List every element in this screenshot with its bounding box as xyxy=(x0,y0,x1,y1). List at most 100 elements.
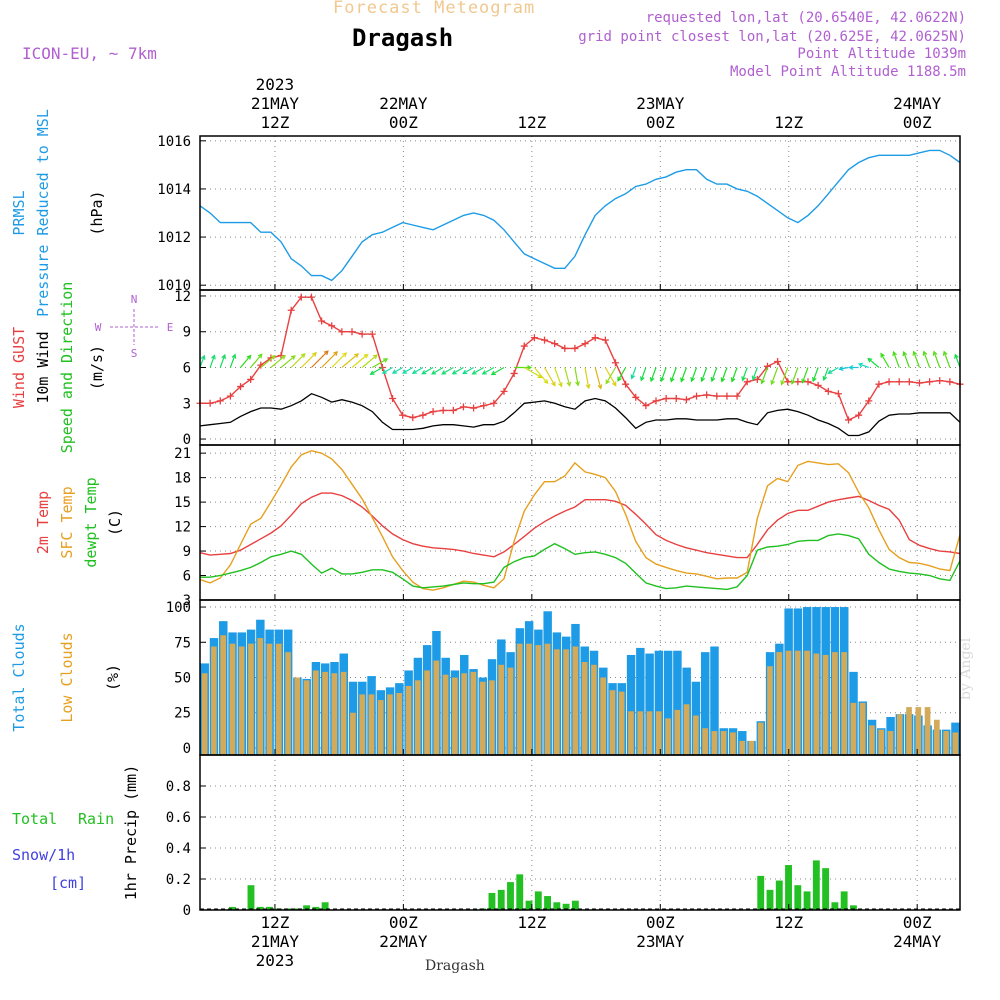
low-cloud-bar xyxy=(933,719,940,755)
low-cloud-bar xyxy=(739,740,746,755)
x-axis-bottom-label: 2023 xyxy=(256,951,295,970)
precip-bar xyxy=(266,906,273,910)
low-cloud-bar xyxy=(248,643,254,755)
gust-marker xyxy=(611,359,619,367)
wind-arrow xyxy=(300,351,317,368)
y-axis-label: (m/s) xyxy=(88,345,106,390)
compass-s: S xyxy=(131,347,138,360)
low-cloud-bar xyxy=(507,667,514,755)
low-cloud-bar xyxy=(915,707,922,755)
total-cloud-bar xyxy=(673,650,682,755)
wind-arrow xyxy=(564,367,572,387)
low-cloud-bar xyxy=(646,711,653,755)
total-cloud-bar xyxy=(654,650,664,755)
precip-bar xyxy=(766,889,774,910)
low-cloud-bar xyxy=(711,731,718,755)
gust-marker xyxy=(601,336,609,344)
low-cloud-bar xyxy=(516,643,523,755)
gust-marker xyxy=(682,396,690,404)
y-axis-label: (C) xyxy=(106,509,124,536)
low-cloud-bar xyxy=(878,729,885,755)
low-cloud-bar xyxy=(322,671,328,755)
wind-arrow xyxy=(954,353,961,368)
wind-arrow xyxy=(670,367,677,383)
y-axis-label: (%) xyxy=(104,664,122,691)
model-altitude: Model Point Altitude 1188.5m xyxy=(729,64,966,80)
low-cloud-bar xyxy=(804,650,810,755)
low-cloud-bar xyxy=(535,645,542,755)
wind-arrow xyxy=(260,354,276,368)
wind-arrow xyxy=(790,367,799,385)
precip-bar xyxy=(757,875,765,910)
low-cloud-bar xyxy=(313,670,319,755)
precip-bar xyxy=(775,880,783,910)
precip-bar xyxy=(803,891,811,910)
gust-marker xyxy=(338,328,346,336)
gust-marker xyxy=(895,378,903,386)
low-cloud-bar xyxy=(906,707,912,755)
low-cloud-bar xyxy=(563,649,569,755)
gust-marker xyxy=(824,387,832,395)
x-axis-bottom-label: 22MAY xyxy=(379,932,428,951)
precip-bar xyxy=(785,865,792,910)
gust-marker xyxy=(926,378,934,386)
gust-marker xyxy=(368,330,376,338)
footer-location: Dragash xyxy=(425,958,485,974)
y-tick-label: 1010 xyxy=(157,278,191,294)
wind-arrow xyxy=(411,366,424,374)
wind-arrow xyxy=(270,354,286,368)
low-cloud-bar xyxy=(841,652,847,755)
wind-arrow xyxy=(219,353,226,368)
y-tick-label: 0.6 xyxy=(166,810,191,826)
precip-bar xyxy=(812,860,820,910)
wind-arrow xyxy=(605,367,616,385)
low-cloud-bar xyxy=(683,704,690,755)
x-axis-bottom-label: 00Z xyxy=(646,913,675,932)
wind-arrow xyxy=(250,353,263,368)
low-cloud-bar xyxy=(294,677,301,755)
gust-marker xyxy=(206,399,214,407)
y-tick-label: 18 xyxy=(174,471,191,487)
y-axis-label: Pressure Reduced to MSL xyxy=(34,109,52,317)
wind-arrow xyxy=(649,367,657,383)
y-tick-label: 9 xyxy=(183,325,191,341)
gust-marker xyxy=(459,403,467,411)
wind-arrow xyxy=(942,350,951,368)
y-axis-label: Total Clouds xyxy=(10,623,28,731)
wind-arrow xyxy=(431,366,444,375)
legend-rain: Rain xyxy=(78,810,114,828)
gust-marker xyxy=(774,358,782,366)
wind-arrow xyxy=(554,367,563,388)
x-axis-top-label: 2023 xyxy=(256,75,295,94)
low-cloud-bar xyxy=(859,702,866,755)
y-tick-label: 50 xyxy=(174,671,191,687)
low-cloud-bar xyxy=(600,677,607,755)
low-cloud-bar xyxy=(526,643,532,755)
total-cloud-bar xyxy=(710,646,719,755)
low-cloud-bar xyxy=(498,664,505,755)
gust-line xyxy=(200,296,961,421)
total-cloud-bar xyxy=(626,654,636,755)
gust-marker xyxy=(267,354,275,362)
y-tick-label: 75 xyxy=(174,635,191,651)
gust-marker xyxy=(490,399,498,407)
x-axis-bottom-label: 24MAY xyxy=(893,932,942,951)
wind-arrow xyxy=(857,362,870,369)
gust-marker xyxy=(328,322,336,330)
y-tick-label: 15 xyxy=(174,495,191,511)
x-axis-bottom-label: 23MAY xyxy=(636,932,685,951)
y-axis-label: 2m Temp xyxy=(34,491,52,554)
low-cloud-bar xyxy=(591,664,597,755)
low-cloud-bar xyxy=(572,646,579,755)
y-axis-label: (hPa) xyxy=(88,190,106,235)
low-cloud-bar xyxy=(748,740,755,755)
precip-bar xyxy=(571,900,579,910)
model-label: ICON-EU, ~ 7km xyxy=(22,44,157,63)
gust-marker xyxy=(845,416,853,424)
wind-arrow xyxy=(822,367,829,382)
wind-arrow xyxy=(533,367,549,385)
precip-bar xyxy=(247,885,255,910)
gust-marker xyxy=(237,383,245,391)
wind-arrow xyxy=(381,366,393,374)
